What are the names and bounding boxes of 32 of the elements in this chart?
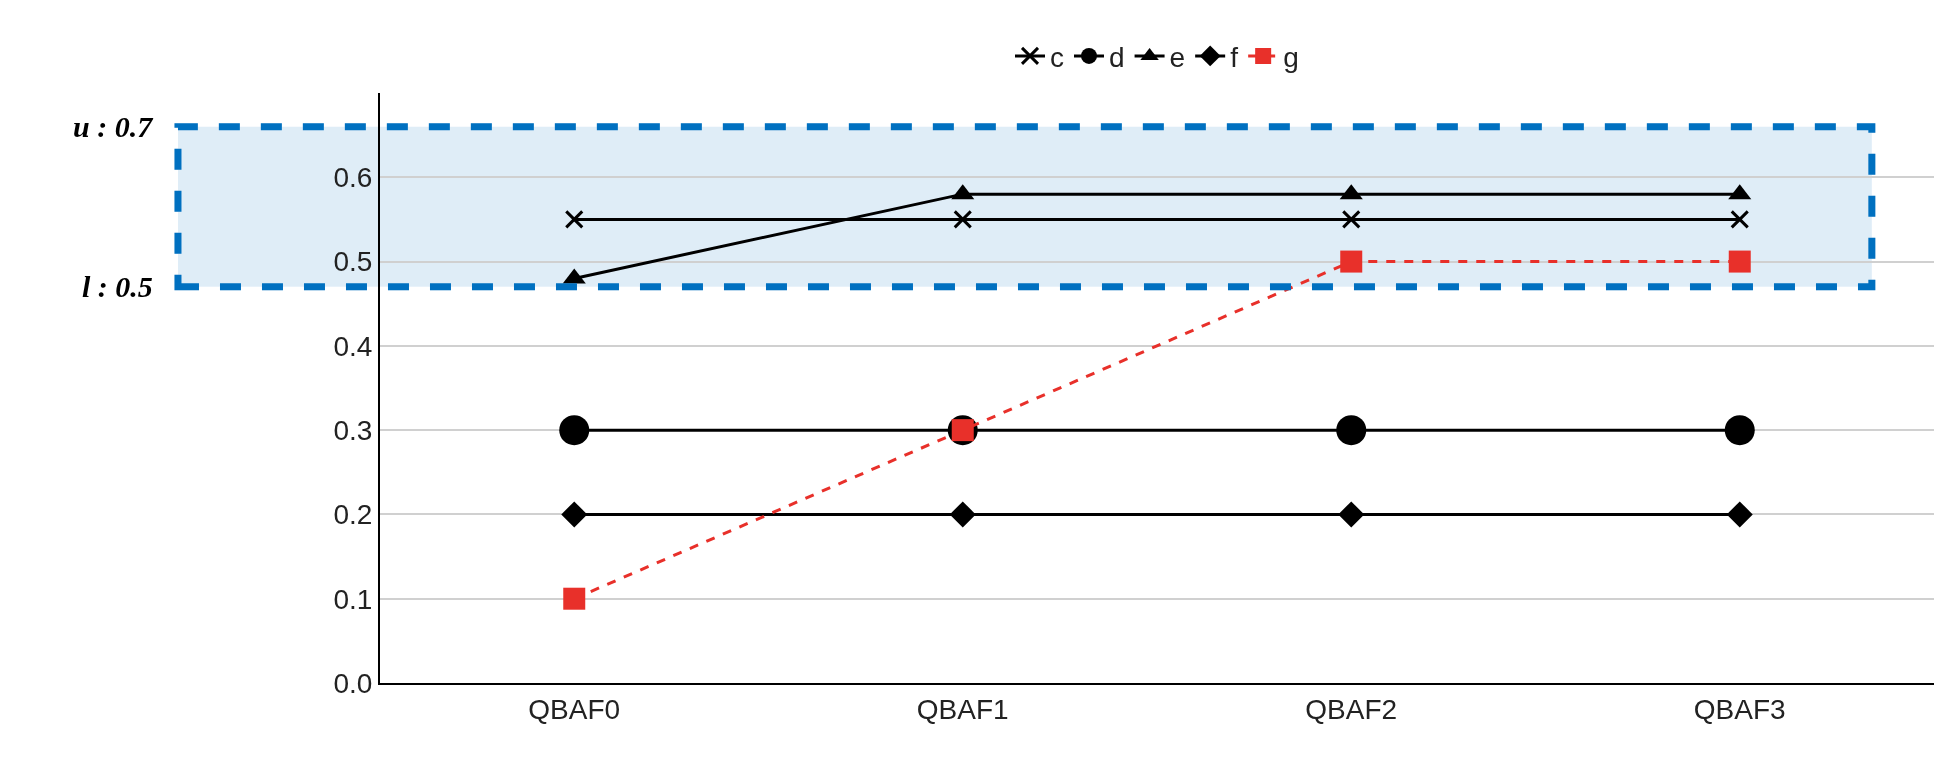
x-tick-label: QBAF1 (916, 693, 1009, 725)
legend-label: f (1230, 41, 1239, 73)
y-tick-label: 0.1 (333, 583, 373, 615)
point (1724, 415, 1755, 446)
y-tick-label: 0.0 (333, 667, 373, 699)
legend-label: g (1283, 41, 1299, 73)
point (561, 501, 588, 528)
point (949, 501, 976, 528)
x-tick-label: QBAF3 (1693, 693, 1786, 725)
text: l : 0.5 (82, 270, 153, 303)
point (953, 209, 973, 229)
point (1341, 209, 1361, 229)
x-tick-label: QBAF2 (1305, 693, 1398, 725)
point (564, 209, 584, 229)
y-tick-label: 0.6 (333, 162, 373, 194)
x-tick-label: QBAF0 (528, 693, 621, 725)
point (559, 415, 590, 446)
legend-label: e (1169, 41, 1186, 73)
legend-label: d (1109, 41, 1125, 73)
y-tick-label: 0.4 (333, 330, 373, 362)
text: u : 0.7 (73, 110, 154, 143)
y-tick-label: 0.2 (333, 499, 373, 531)
legend-label: c (1050, 41, 1064, 73)
point (1340, 250, 1363, 273)
y-tick-label: 0.5 (333, 246, 373, 278)
point (563, 587, 586, 610)
y-tick-label: 0.3 (333, 414, 373, 446)
point (1726, 501, 1753, 528)
point (1336, 415, 1367, 446)
point (1730, 209, 1750, 229)
point (1338, 501, 1365, 528)
point (1728, 250, 1751, 273)
